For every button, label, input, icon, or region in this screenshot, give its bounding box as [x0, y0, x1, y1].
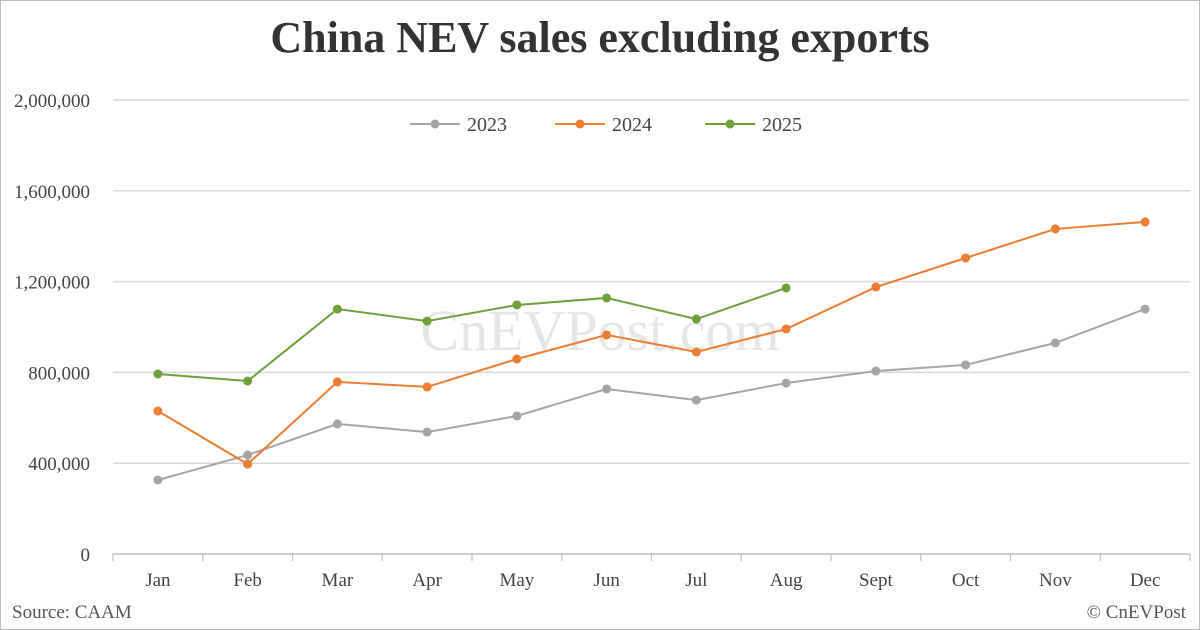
y-tick-label: 1,600,000 — [14, 182, 90, 203]
y-tick-label: 2,000,000 — [14, 91, 90, 112]
x-tick-label: Dec — [1130, 570, 1161, 591]
chart-title: China NEV sales excluding exports — [270, 13, 930, 62]
data-point-2024 — [422, 382, 432, 392]
data-point-2024 — [691, 347, 701, 357]
data-point-2023 — [332, 419, 342, 429]
data-point-2024 — [961, 253, 971, 263]
source-note: Source: CAAM — [12, 602, 132, 623]
x-tick-label: Jul — [685, 570, 707, 591]
data-point-2024 — [153, 406, 163, 416]
x-tick-label: Sept — [859, 570, 894, 591]
x-tick-label: Mar — [322, 570, 354, 591]
x-tick-label: Apr — [412, 570, 442, 591]
data-point-2025 — [691, 314, 701, 324]
legend-label: 2023 — [467, 114, 507, 136]
data-point-2024 — [332, 377, 342, 387]
data-point-2025 — [512, 300, 522, 310]
data-point-2023 — [1050, 338, 1060, 348]
data-point-2025 — [602, 293, 612, 303]
data-point-2024 — [1050, 224, 1060, 234]
x-tick-label: Aug — [770, 570, 803, 591]
data-point-2025 — [422, 316, 432, 326]
legend-marker-2025 — [725, 119, 735, 129]
x-tick-label: Oct — [952, 570, 980, 591]
data-point-2023 — [871, 366, 881, 376]
data-point-2023 — [1140, 304, 1150, 314]
data-point-2024 — [871, 282, 881, 292]
data-point-2023 — [153, 475, 163, 485]
legend-label: 2024 — [612, 114, 652, 136]
data-point-2025 — [781, 283, 791, 293]
data-point-2025 — [153, 369, 163, 379]
credit-note: © CnEVPost — [1086, 602, 1186, 623]
x-tick-label: Jan — [145, 570, 171, 591]
x-tick-label: Nov — [1039, 570, 1072, 591]
data-point-2023 — [961, 360, 971, 370]
legend-marker-2024 — [575, 119, 585, 129]
y-tick-label: 0 — [81, 545, 91, 566]
data-point-2023 — [691, 395, 701, 405]
y-tick-label: 800,000 — [28, 363, 90, 384]
x-tick-label: May — [499, 570, 534, 591]
data-point-2024 — [1140, 217, 1150, 227]
data-point-2025 — [243, 376, 253, 386]
series-line-2023 — [157, 308, 1146, 481]
watermark: CnEVPost.com — [420, 298, 779, 363]
y-tick-label: 1,200,000 — [14, 273, 90, 294]
data-point-2023 — [243, 450, 253, 460]
legend-label: 2025 — [762, 114, 802, 136]
legend-marker-2023 — [430, 119, 440, 129]
data-point-2023 — [602, 384, 612, 394]
series-line-2025 — [157, 287, 787, 383]
x-tick-label: Feb — [233, 570, 262, 591]
data-point-2025 — [332, 304, 342, 314]
data-point-2023 — [781, 378, 791, 388]
y-tick-label: 400,000 — [28, 454, 90, 475]
data-point-2024 — [243, 459, 253, 469]
data-point-2023 — [422, 427, 432, 437]
data-point-2024 — [602, 330, 612, 340]
x-tick-label: Jun — [593, 570, 620, 591]
data-point-2024 — [512, 354, 522, 364]
data-point-2023 — [512, 411, 522, 421]
data-point-2024 — [781, 324, 791, 334]
series-line-2024 — [157, 220, 1146, 466]
